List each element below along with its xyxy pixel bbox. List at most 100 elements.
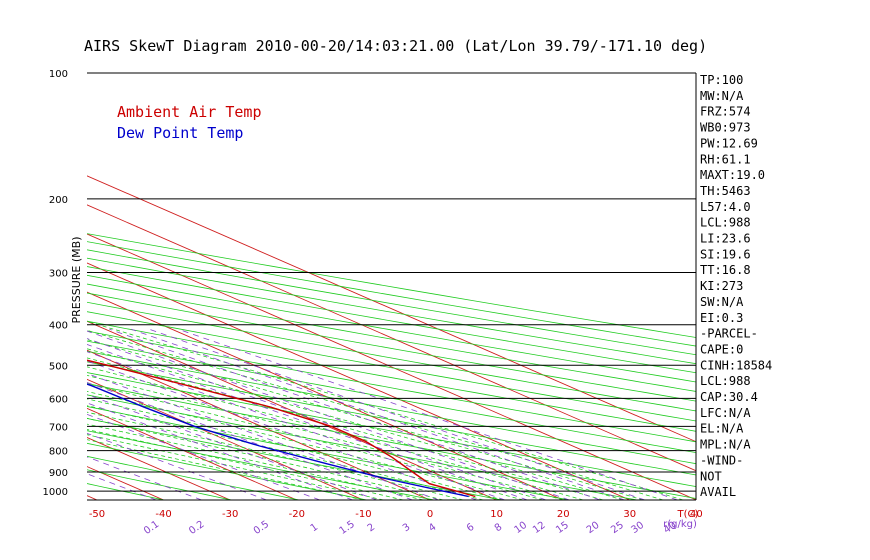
mixing-ratio-line: [87, 456, 202, 500]
mixing-ratio-line: [87, 351, 506, 500]
pressure-tick-label: 800: [49, 447, 68, 458]
dry-adiabat-line: [87, 292, 696, 402]
index-item: AVAIL: [700, 485, 736, 499]
mixing-ratio-label: 25: [609, 520, 626, 536]
index-item: LCL:988: [700, 216, 751, 230]
index-item: L57:4.0: [700, 200, 751, 214]
chart-title: AIRS SkewT Diagram 2010-00-20/14:03:21.0…: [84, 37, 707, 55]
index-item: PW:12.69: [700, 136, 758, 150]
moist-adiabat-line: [87, 398, 504, 500]
dry-adiabat-line: [87, 340, 696, 454]
bottom-temp-tick-label: -30: [222, 509, 238, 520]
moist-adiabat-line: [87, 366, 584, 500]
mixing-ratio-line: [87, 381, 413, 500]
index-item: CAPE:0: [700, 342, 743, 356]
index-item: EL:N/A: [700, 422, 744, 436]
moist-adiabat-line: [87, 329, 664, 500]
bottom-temp-tick-label: 30: [623, 509, 636, 520]
index-item: RH:61.1: [700, 152, 751, 166]
index-item: TP:100: [700, 73, 743, 87]
bottom-temp-tick-label: -10: [355, 509, 371, 520]
dry-adiabat-line: [87, 301, 696, 412]
mixing-ratio-label: 30: [629, 520, 646, 536]
dry-adiabat-line: [87, 320, 696, 432]
index-item: CAP:30.4: [700, 390, 758, 404]
pressure-tick-label: 700: [49, 422, 68, 433]
series-lines: [87, 359, 476, 498]
index-item: LI:23.6: [700, 232, 751, 246]
mixing-ratio-label: 20: [585, 520, 602, 536]
index-item: LCL:988: [700, 374, 751, 388]
moist-adiabat-line: [87, 434, 384, 500]
pressure-tick-label: 200: [49, 195, 68, 206]
isotherm-line: [87, 349, 431, 500]
mixing-ratio-label: 4: [427, 522, 439, 535]
dry-adiabat-line: [87, 361, 696, 476]
legend: Ambient Air Temp Dew Point Temp: [117, 103, 262, 142]
moist-adiabat-line: [87, 339, 644, 500]
dry-adiabat-line: [87, 311, 696, 422]
pressure-tick-label: 300: [49, 269, 68, 280]
mixing-ratio-label: 0.2: [187, 519, 206, 537]
moist-adiabat-line: [87, 374, 564, 500]
temp-unit-label: T(C): [677, 509, 699, 520]
mixing-ratio-label: 3: [401, 522, 413, 535]
dry-adiabat-line: [87, 283, 696, 392]
dry-adiabat-line: [87, 469, 232, 500]
mixing-ratio-line: [87, 413, 320, 500]
index-item: TH:5463: [700, 184, 751, 198]
dry-adiabat-line: [87, 455, 300, 500]
mixing-ratio-label: 6: [465, 522, 477, 535]
legend-entry-ambient: Ambient Air Temp: [117, 103, 262, 121]
ambient-air-temp-line: [87, 359, 476, 498]
pressure-tick-label: 600: [49, 394, 68, 405]
dry-adiabat-line: [87, 406, 570, 500]
mixing-ratio-line: [87, 402, 353, 500]
mixing-ratio-line: [87, 344, 528, 500]
dry-adiabat-line: [87, 430, 435, 500]
mixing-ratio-line: [131, 328, 625, 500]
dry-adiabat-line: [87, 233, 696, 338]
mixing-ratio-line: [87, 330, 570, 500]
index-item: -WIND-: [700, 453, 743, 467]
index-item: TT:16.8: [700, 263, 751, 277]
mixing-ratio-line: [87, 394, 378, 500]
bottom-temp-tick-label: 40: [690, 509, 703, 520]
index-item: MAXT:19.0: [700, 168, 765, 182]
bottom-temp-tick-label: 10: [490, 509, 503, 520]
dry-adiabat-line: [87, 418, 502, 500]
mixing-ratio-line: [87, 338, 547, 500]
moist-adiabat-line: [87, 391, 524, 500]
pressure-tick-label: 500: [49, 361, 68, 372]
mixing-ratio-label: 2: [366, 522, 378, 535]
moist-adiabat-line: [87, 439, 364, 500]
background-lines: [0, 73, 696, 500]
moist-adiabat-line: [87, 405, 484, 500]
mixing-ratio-line: [87, 432, 267, 500]
mixing-ratio-label: 12: [531, 520, 548, 536]
mixing-ratio-line: [87, 360, 477, 500]
bottom-temp-tick-label: -50: [89, 509, 105, 520]
dry-adiabat-line: [87, 372, 696, 487]
index-item: EI:0.3: [700, 311, 743, 325]
pressure-tick-label: 1000: [43, 487, 68, 498]
bottom-temp-tick-label: 20: [557, 509, 570, 520]
isotherm-line: [87, 233, 696, 500]
isotherm-line: [87, 320, 497, 500]
index-item: CINH:18584: [700, 358, 772, 372]
dry-adiabat-line: [87, 442, 367, 500]
legend-entry-dewpoint: Dew Point Temp: [117, 124, 243, 142]
moist-adiabat-line: [87, 320, 684, 500]
moist-adiabat-line: [87, 417, 444, 500]
index-item: SI:19.6: [700, 247, 751, 261]
mixing-ratio-label: 15: [554, 520, 571, 536]
moist-adiabat-line: [87, 348, 624, 500]
pressure-tick-label: 400: [49, 321, 68, 332]
index-item: MW:N/A: [700, 89, 744, 103]
mixing-ratio-label: 1: [309, 522, 321, 535]
mixing-ratio-label: 8: [493, 522, 505, 535]
isotherm-line: [0, 73, 30, 500]
index-item: LFC:N/A: [700, 406, 751, 420]
